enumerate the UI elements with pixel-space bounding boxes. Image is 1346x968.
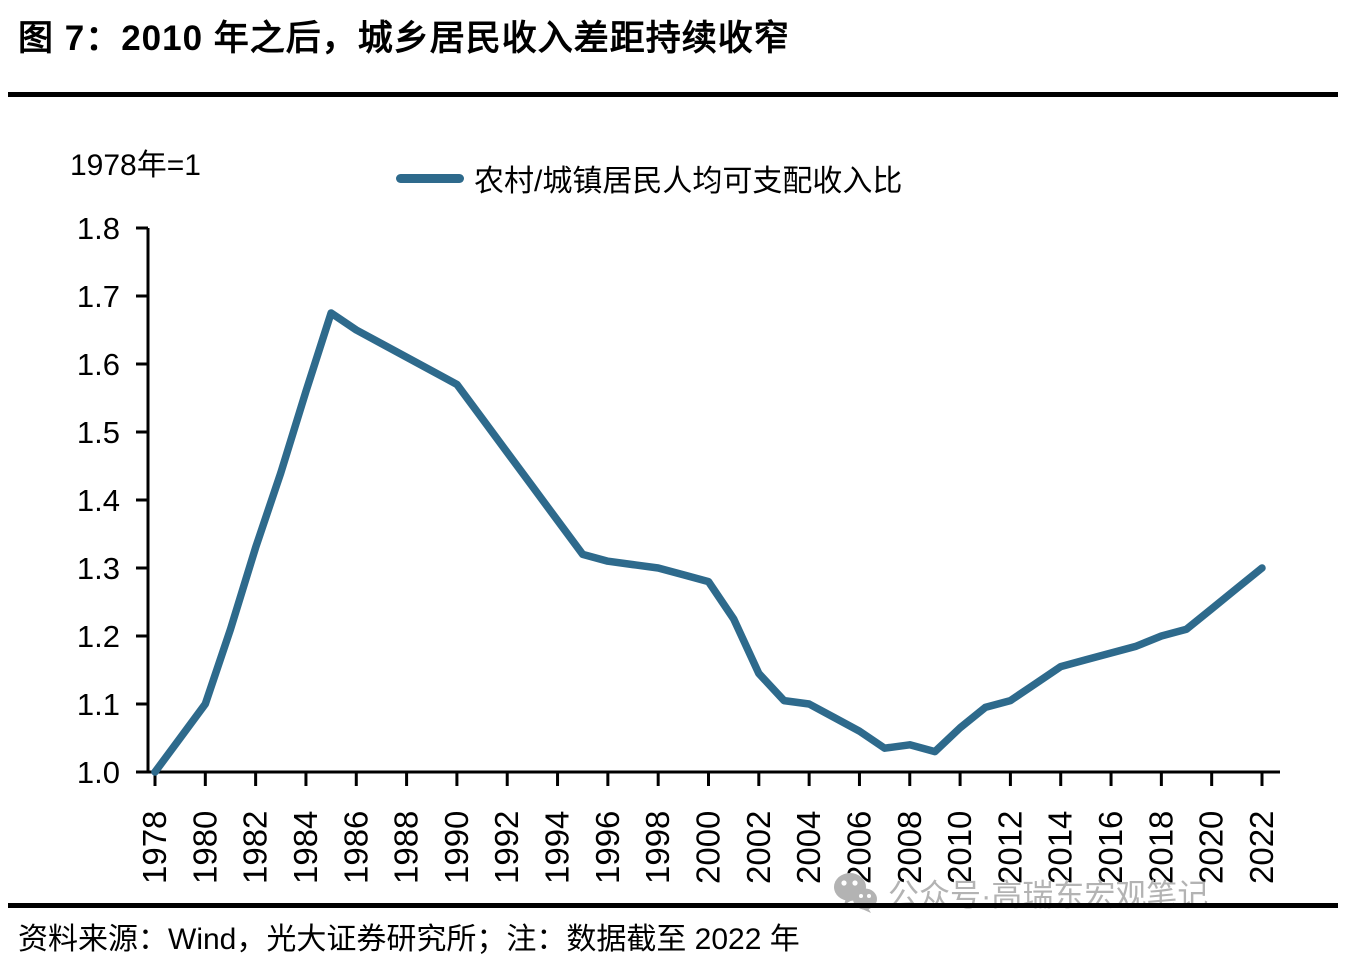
- x-tick-label: 1980: [186, 811, 223, 884]
- x-tick-label: 2012: [991, 811, 1028, 884]
- source-note: 资料来源：Wind，光大证券研究所；注：数据截至 2022 年: [18, 923, 800, 956]
- x-tick-label: 1984: [287, 811, 324, 884]
- legend: 农村/城镇居民人均可支配收入比: [396, 156, 902, 200]
- y-tick-label: 1.5: [77, 415, 120, 450]
- x-tick-label: 1996: [589, 811, 626, 884]
- x-tick-label: 1994: [539, 811, 576, 884]
- watermark-text: 公众号·高瑞东宏观笔记: [888, 878, 1209, 913]
- axes: [146, 228, 1280, 774]
- x-tick-label: 2022: [1243, 811, 1280, 884]
- x-tick-label: 2014: [1042, 811, 1079, 884]
- x-tick-label: 2004: [790, 811, 827, 884]
- title-divider: [8, 92, 1338, 97]
- chart-title: 图 7：2010 年之后，城乡居民收入差距持续收窄: [18, 19, 790, 58]
- y-tick-label: 1.0: [77, 755, 120, 790]
- x-tick-label: 1998: [639, 811, 676, 884]
- y-tick-label: 1.7: [77, 279, 120, 314]
- x-tick-label: 2000: [690, 811, 727, 884]
- x-tick-label: 1990: [438, 811, 475, 884]
- y-tick-label: 1.8: [77, 211, 120, 246]
- x-tick-label: 2020: [1193, 811, 1230, 884]
- y-tick-label: 1.1: [77, 687, 120, 722]
- y-tick-label: 1.6: [77, 347, 120, 382]
- x-tick-label: 1992: [488, 811, 525, 884]
- watermark: 公众号·高瑞东宏观笔记: [832, 870, 1208, 915]
- legend-label: 农村/城镇居民人均可支配收入比: [474, 165, 903, 198]
- footer-divider: [8, 903, 1338, 908]
- axis-unit-note: 1978年=1: [70, 149, 201, 182]
- x-tick-label: 2018: [1142, 811, 1179, 884]
- legend-line-swatch: [396, 173, 464, 183]
- x-tick-label: 1978: [136, 811, 173, 884]
- x-tick-label: 2006: [840, 811, 877, 884]
- x-tick-label: 1982: [237, 811, 274, 884]
- data-series-line: [151, 309, 1266, 776]
- y-tick-label: 1.4: [77, 483, 120, 518]
- x-tick-label: 2002: [740, 811, 777, 884]
- x-tick-label: 2010: [941, 811, 978, 884]
- y-tick-label: 1.3: [77, 551, 120, 586]
- x-tick-label: 1986: [337, 811, 374, 884]
- y-tick-label: 1.2: [77, 619, 120, 654]
- x-tick-label: 1988: [388, 811, 425, 884]
- x-tick-label: 2016: [1092, 811, 1129, 884]
- x-tick-label: 2008: [891, 811, 928, 884]
